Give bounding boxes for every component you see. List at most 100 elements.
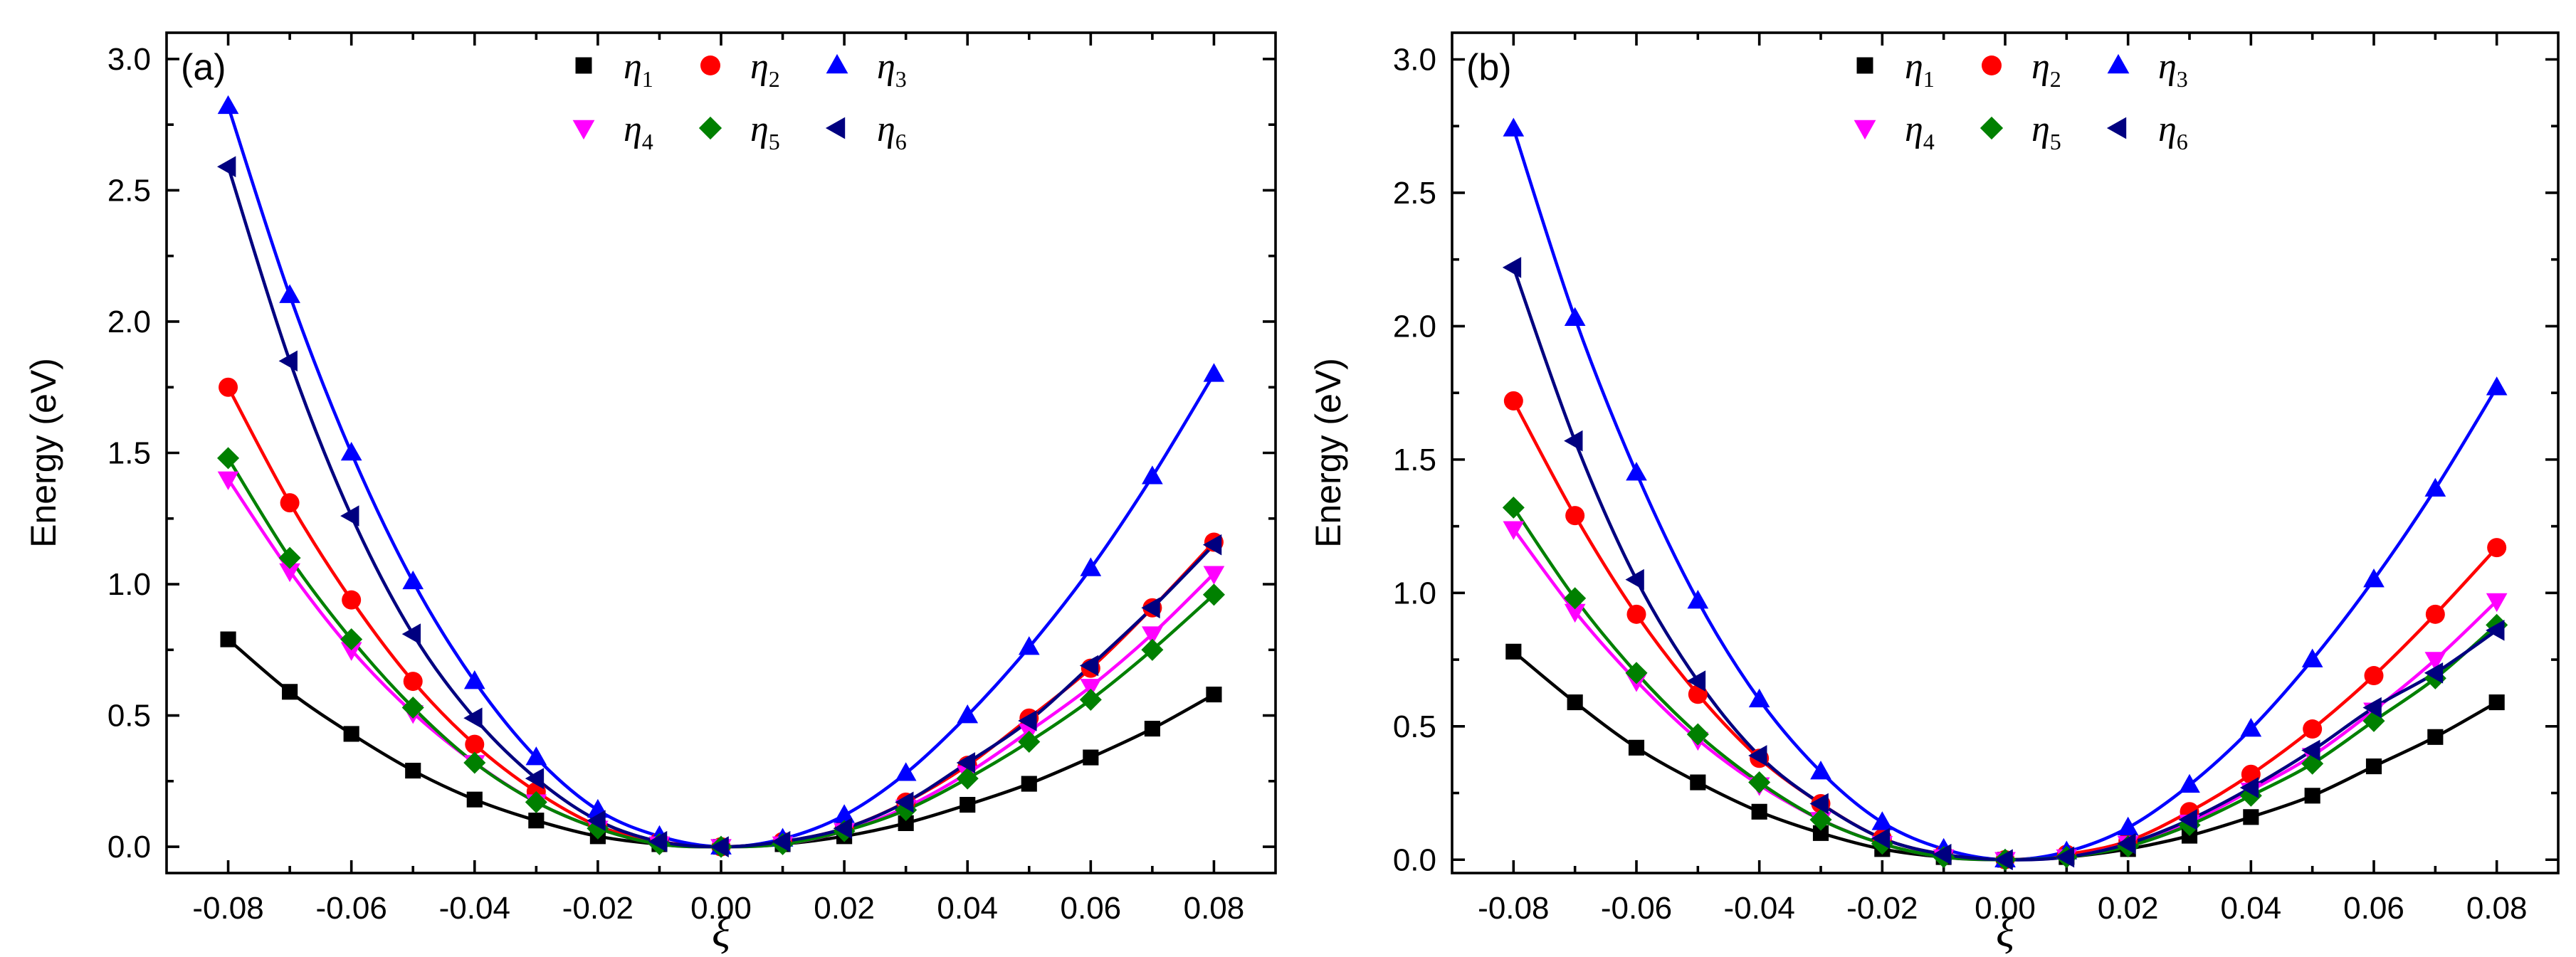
data-point-eta2	[403, 672, 423, 692]
y-axis-label: Energy (eV)	[23, 358, 63, 548]
legend-marker-eta5	[1980, 116, 2004, 140]
data-point-eta1	[1206, 686, 1222, 703]
data-point-eta6	[1625, 569, 1644, 591]
legend-marker-eta6	[2106, 117, 2127, 139]
data-point-eta6	[1564, 430, 1583, 452]
data-point-eta6	[217, 156, 236, 178]
x-tick-label: -0.04	[439, 891, 510, 926]
data-point-eta2	[280, 493, 300, 513]
data-point-eta5	[895, 798, 918, 821]
x-tick-label: -0.08	[192, 891, 263, 926]
x-tick-label: -0.02	[1846, 891, 1918, 926]
data-point-eta3	[1503, 117, 1525, 137]
data-point-eta5	[1809, 808, 1832, 831]
x-tick-label: -0.06	[1601, 891, 1672, 926]
data-point-eta6	[401, 623, 421, 645]
data-point-eta3	[463, 670, 485, 689]
data-point-eta2	[1626, 604, 1646, 624]
data-point-eta4	[1142, 626, 1163, 645]
data-point-eta6	[2055, 846, 2075, 868]
data-point-eta6	[956, 752, 976, 773]
panel-label: (b)	[1466, 47, 1512, 88]
data-point-eta4	[1080, 679, 1102, 698]
data-point-eta6	[1079, 655, 1099, 677]
data-point-eta1	[282, 684, 298, 700]
data-point-eta1	[2243, 809, 2259, 825]
data-point-eta3	[2424, 477, 2446, 497]
series-line-eta2	[1512, 400, 2498, 862]
data-point-eta6	[340, 505, 359, 527]
data-point-eta2	[1565, 506, 1585, 526]
data-point-eta3	[1687, 590, 1709, 609]
data-point-eta6	[2362, 697, 2382, 719]
data-point-eta3	[2179, 773, 2200, 793]
data-point-eta2	[219, 377, 238, 397]
x-tick-label: 0.08	[1184, 891, 1245, 926]
data-point-eta1	[2427, 729, 2444, 745]
data-point-eta3	[895, 762, 917, 781]
data-point-eta3	[1626, 462, 1647, 481]
data-point-eta6	[1141, 597, 1160, 619]
data-point-eta1	[960, 796, 976, 813]
data-point-eta6	[278, 350, 298, 372]
data-point-eta5	[1686, 723, 1709, 746]
series-line-eta5	[1512, 507, 2498, 862]
y-tick-label: 0.0	[1393, 842, 1436, 877]
x-tick-label: 0.00	[1975, 891, 2036, 926]
legend-label-eta4: η4	[1905, 109, 1935, 154]
y-axis-label: Energy (eV)	[1308, 358, 1348, 548]
data-point-eta5	[2362, 709, 2385, 732]
legend-marker-eta2	[700, 55, 720, 75]
data-point-eta6	[587, 810, 606, 832]
series-line-eta3	[1512, 128, 2498, 862]
y-tick-label: 0.5	[1393, 709, 1436, 744]
data-point-eta5	[587, 817, 609, 840]
legend-label-eta1: η1	[1905, 46, 1935, 92]
data-point-eta1	[1505, 643, 1522, 660]
series-line-eta1	[1512, 650, 2498, 862]
panel-a: -0.08 -0.06 -0.04 -0.02 0.00 0.02 0.04 0.06 0.08…	[23, 31, 1277, 956]
data-point-eta6	[833, 818, 852, 840]
x-tick-label: -0.02	[562, 891, 634, 926]
data-point-eta3	[279, 284, 300, 303]
data-point-eta6	[648, 830, 668, 852]
data-point-eta5	[2301, 752, 2324, 775]
data-point-eta5	[340, 628, 363, 651]
series-line-eta3	[226, 105, 1216, 849]
data-point-eta6	[1502, 257, 1522, 278]
x-tick-label: 0.04	[937, 891, 998, 926]
data-point-eta1	[2304, 788, 2320, 804]
data-point-eta5	[1502, 496, 1525, 519]
legend-marker-eta1	[1856, 57, 1873, 74]
data-point-eta3	[1564, 307, 1586, 326]
series-line-eta6	[1512, 267, 2498, 862]
data-point-eta1	[1144, 720, 1160, 737]
x-tick-label: 0.02	[2098, 891, 2159, 926]
data-point-eta5	[1625, 662, 1648, 684]
x-tick-label: -0.04	[1724, 891, 1795, 926]
y-tick-label: 1.5	[107, 436, 151, 471]
series-line-eta4	[226, 478, 1216, 849]
legend-marker-eta3	[826, 53, 848, 74]
data-point-eta1	[2365, 758, 2382, 775]
data-point-eta2	[1503, 391, 1523, 411]
data-point-eta6	[2239, 777, 2259, 798]
legend-label-eta4: η4	[624, 109, 653, 154]
data-point-eta1	[528, 813, 545, 829]
data-point-eta1	[343, 726, 359, 742]
data-point-eta6	[710, 836, 729, 857]
data-point-eta4	[1564, 603, 1586, 623]
data-point-eta3	[402, 570, 424, 590]
data-point-eta4	[1203, 566, 1225, 585]
legend-label-eta2: η2	[750, 46, 780, 92]
data-point-eta6	[1018, 710, 1037, 731]
x-tick-label: -0.06	[316, 891, 387, 926]
data-point-eta6	[2424, 662, 2444, 684]
x-tick-label: -0.08	[1478, 891, 1549, 926]
data-point-eta6	[895, 791, 914, 813]
data-point-eta6	[1994, 849, 2013, 871]
data-point-eta6	[2178, 809, 2197, 830]
data-point-eta2	[2487, 538, 2507, 558]
series-line-eta4	[1512, 528, 2498, 862]
data-point-eta3	[957, 704, 979, 724]
